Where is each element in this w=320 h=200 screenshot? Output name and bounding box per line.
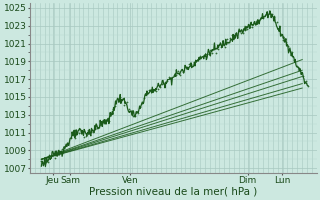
X-axis label: Pression niveau de la mer( hPa ): Pression niveau de la mer( hPa ) [89,187,257,197]
